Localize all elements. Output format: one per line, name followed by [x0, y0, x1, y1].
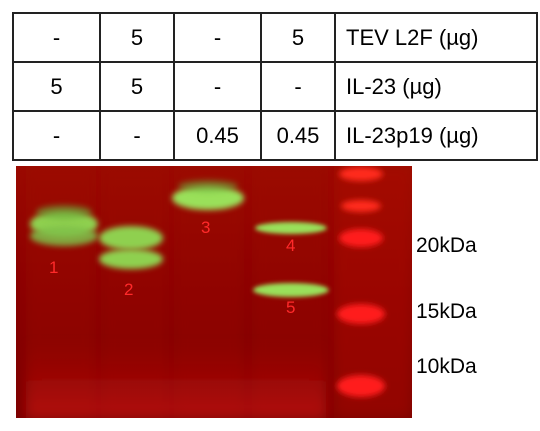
- band-label-5: 5: [286, 298, 296, 317]
- table-cell: -: [173, 12, 262, 63]
- protein-band: [178, 180, 238, 192]
- table-cell: 5: [12, 61, 101, 112]
- protein-band: [99, 226, 163, 250]
- band-label-2: 2: [124, 280, 134, 299]
- table-cell: -: [99, 110, 175, 161]
- ladder-band: [339, 167, 383, 181]
- table-cell: -: [12, 12, 101, 63]
- condition-table: - 5 - 5 TEV L2F (µg) 5 5 - - IL-23 (µg) …: [12, 12, 538, 161]
- protein-band: [253, 283, 329, 297]
- row-label: IL-23p19 (µg): [334, 110, 538, 161]
- ladder-band: [341, 200, 381, 212]
- table-cell: -: [260, 61, 336, 112]
- ladder-band: [339, 229, 383, 247]
- ladder-band: [337, 304, 385, 324]
- table-cell: 0.45: [173, 110, 262, 161]
- protein-band: [172, 186, 244, 210]
- table-cell: 5: [99, 61, 175, 112]
- ladder-band: [337, 375, 385, 397]
- table-cell: -: [173, 61, 262, 112]
- band-label-3: 3: [201, 218, 211, 237]
- protein-band: [30, 226, 98, 246]
- protein-band: [36, 205, 92, 219]
- band-label-4: 4: [286, 236, 296, 255]
- gel-image: [16, 166, 412, 418]
- protein-band: [255, 222, 327, 234]
- table-row-tev-l2f: - 5 - 5 TEV L2F (µg): [12, 12, 538, 63]
- table-cell: 0.45: [260, 110, 336, 161]
- table-cell: 5: [260, 12, 336, 63]
- bottom-smear: [26, 341, 326, 418]
- table-row-il23: 5 5 - - IL-23 (µg): [12, 61, 538, 112]
- row-label: IL-23 (µg): [334, 61, 538, 112]
- table-cell: -: [12, 110, 101, 161]
- row-label: TEV L2F (µg): [334, 12, 538, 63]
- marker-20kda: 20kDa: [416, 234, 477, 257]
- protein-band: [99, 249, 163, 269]
- table-cell: 5: [99, 12, 175, 63]
- marker-15kda: 15kDa: [416, 300, 477, 323]
- marker-10kda: 10kDa: [416, 355, 477, 378]
- band-label-1: 1: [49, 258, 59, 277]
- table-row-il23p19: - - 0.45 0.45 IL-23p19 (µg): [12, 110, 538, 161]
